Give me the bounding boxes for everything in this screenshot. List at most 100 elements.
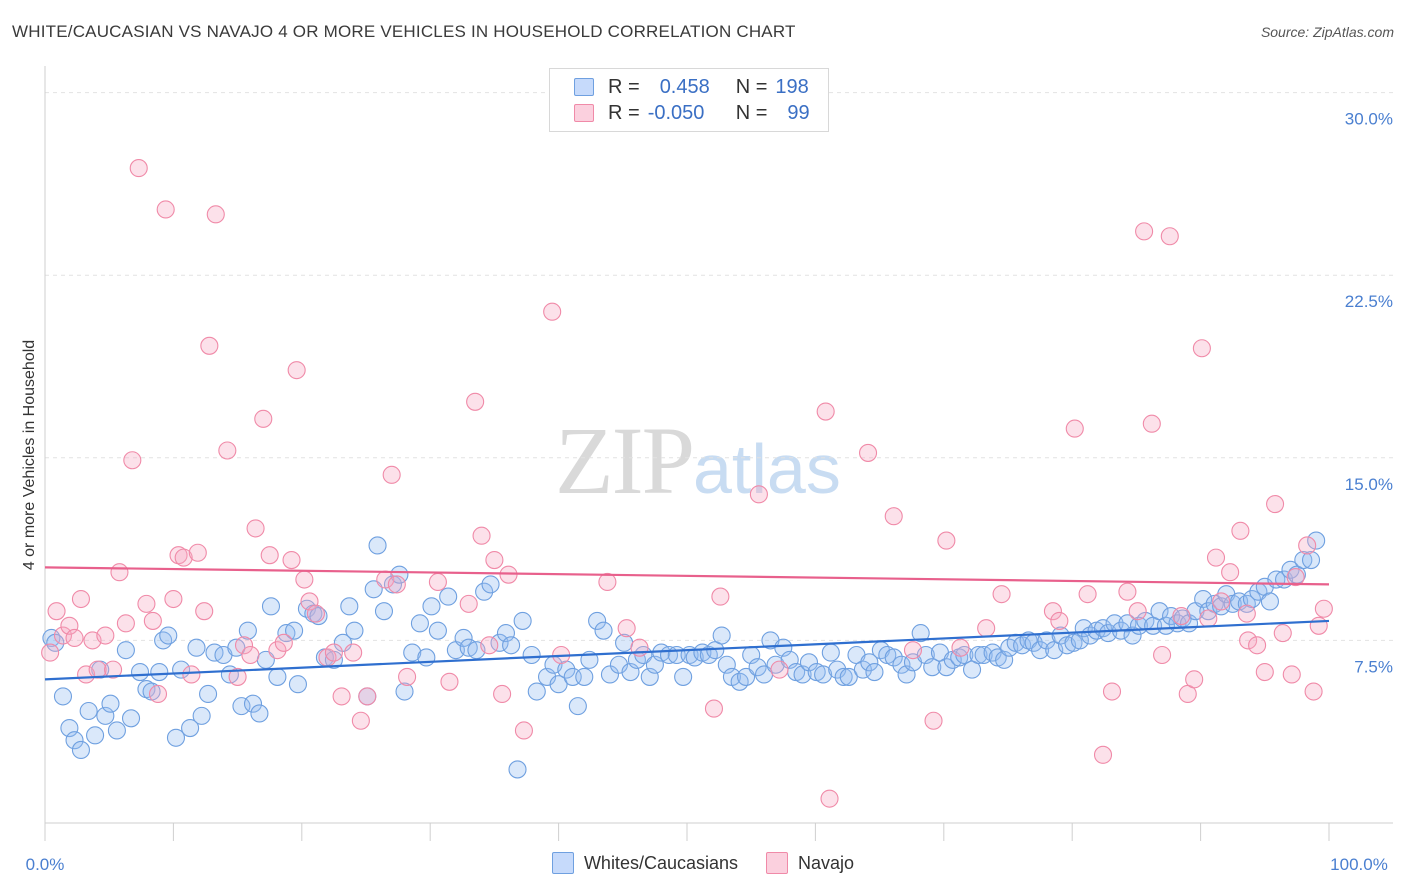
legend-n-label: N =	[735, 101, 768, 124]
navajo-point	[65, 628, 84, 648]
navajo-point	[1142, 414, 1161, 433]
whites-point	[71, 740, 91, 760]
legend-label-whites: Whites/Caucasians	[583, 852, 739, 873]
whites-point	[502, 636, 521, 655]
whites-point	[428, 621, 447, 640]
whites-point	[410, 614, 429, 633]
whites-point	[199, 684, 218, 704]
whites-point	[834, 667, 853, 686]
navajo-point	[116, 614, 135, 633]
whites-point	[309, 607, 328, 626]
legend-row-navajo: R = -0.050 N = 99	[574, 102, 810, 124]
whites-point	[674, 667, 693, 686]
whites-point	[250, 704, 269, 723]
whites-point	[527, 682, 546, 701]
whites-point	[508, 760, 527, 779]
whites-point	[340, 597, 359, 616]
navajo-point	[1172, 607, 1191, 626]
navajo-point	[1192, 339, 1211, 358]
whites-point	[1301, 551, 1321, 570]
navajo-point	[71, 589, 91, 609]
navajo-point	[200, 336, 219, 355]
navajo-point	[1286, 568, 1305, 587]
navajo-point	[274, 633, 293, 652]
whites-point	[403, 643, 422, 662]
navajo-point	[282, 551, 301, 570]
whites-point	[53, 687, 73, 706]
whites-point	[609, 655, 628, 674]
legend-swatch-whites	[551, 852, 574, 874]
navajo-point	[816, 402, 835, 421]
whites-point	[345, 621, 364, 640]
navajo-point	[1309, 616, 1328, 635]
navajo-point	[1206, 548, 1226, 567]
navajo-point	[110, 563, 129, 582]
legend-item-navajo[interactable]: Navajo	[766, 852, 854, 874]
x-tick-label: 100.0%	[1330, 855, 1388, 874]
whites-point	[454, 628, 473, 648]
navajo-point	[1128, 602, 1147, 621]
whites-point	[238, 621, 257, 640]
whites-point	[575, 667, 594, 686]
navajo-point	[351, 711, 370, 730]
whites-point	[600, 665, 620, 684]
whites-point	[821, 643, 840, 662]
whites-point	[395, 682, 414, 701]
whites-point	[79, 701, 98, 721]
navajo-point	[1314, 599, 1333, 618]
legend-r-label: R =	[608, 75, 640, 98]
navajo-point	[711, 587, 730, 606]
navajo-point	[459, 594, 478, 613]
navajo-point	[466, 392, 485, 411]
navajo-point	[1199, 609, 1218, 628]
navajo-point	[156, 200, 175, 219]
whites-point	[368, 536, 387, 555]
legend-row-whites: R = 0.458 N = 198	[574, 76, 809, 98]
navajo-point	[1304, 682, 1323, 701]
whites-point	[121, 709, 141, 728]
whites-point	[288, 675, 307, 694]
whites-point	[923, 658, 942, 677]
navajo-point	[598, 572, 617, 592]
navajo-point	[182, 665, 201, 684]
navajo-point	[951, 638, 970, 657]
whites-point	[1156, 616, 1175, 635]
whites-point	[46, 633, 65, 652]
whites-point	[814, 665, 833, 684]
whites-point	[107, 721, 126, 740]
legend-n-value: 198	[775, 75, 809, 98]
navajo-point	[358, 687, 377, 706]
navajo-point	[287, 361, 306, 380]
whites-point	[232, 697, 251, 716]
legend-item-whites[interactable]: Whites/Caucasians	[551, 852, 739, 874]
y-tick-label: 7.5%	[1354, 657, 1393, 676]
legend-swatch-navajo	[574, 104, 594, 122]
whites-point	[513, 611, 532, 630]
whites-point	[865, 663, 884, 682]
navajo-point	[324, 643, 343, 662]
whites-point	[950, 648, 969, 667]
navajo-point	[164, 589, 183, 609]
whites-point	[1123, 626, 1142, 645]
navajo-point	[1043, 602, 1062, 621]
whites-point	[522, 645, 541, 665]
navajo-point	[1135, 222, 1154, 241]
legend-n-value: 99	[787, 101, 810, 124]
whites-point	[192, 706, 211, 725]
y-tick-label: 30.0%	[1345, 110, 1393, 129]
whites-point	[1162, 607, 1181, 626]
navajo-point	[129, 159, 148, 178]
navajo-point	[123, 451, 142, 470]
navajo-point	[143, 611, 162, 630]
navajo-point	[234, 636, 254, 655]
navajo-point	[617, 619, 636, 638]
navajo-point	[977, 619, 996, 638]
whites-point	[268, 667, 287, 686]
navajo-point	[704, 699, 724, 718]
whites-point	[983, 643, 1002, 662]
whites-point	[839, 667, 858, 686]
navajo-point	[47, 602, 66, 621]
watermark: ZIPatlas	[555, 405, 841, 516]
whites-point	[1294, 551, 1313, 570]
